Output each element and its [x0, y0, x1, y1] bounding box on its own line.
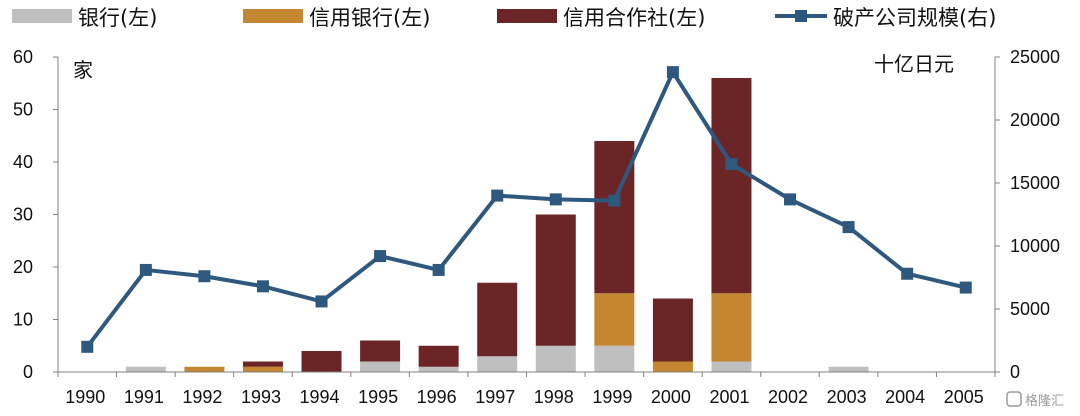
left-tick-label-20: 20 [13, 257, 33, 277]
x-tick-label-1997: 1997 [475, 387, 515, 407]
line-point-1994 [315, 295, 328, 308]
legend: 银行(左) 信用银行(左) 信用合作社(左) 破产公司规模(右) [12, 6, 996, 30]
line-point-2001 [725, 158, 738, 171]
line-point-1992 [198, 270, 211, 283]
line-series-path [85, 70, 967, 349]
right-tick-label-0: 0 [1010, 362, 1020, 382]
bar-信用合作社(左)-1995 [360, 340, 401, 362]
line-point-1993 [256, 280, 269, 293]
x-tick-label-1994: 1994 [300, 387, 340, 407]
right-axis-unit: 十亿日元 [874, 52, 954, 76]
x-tick-label-2002: 2002 [768, 387, 808, 407]
x-tick-label-2001: 2001 [709, 387, 749, 407]
left-tick-label-50: 50 [13, 100, 33, 120]
bar-信用合作社(左)-1993 [242, 361, 283, 367]
bar-银行(左)-1998 [535, 345, 576, 372]
line-point-2000 [666, 66, 679, 79]
line-point-1991 [139, 263, 152, 276]
left-tick-label-30: 30 [13, 205, 33, 225]
bar-信用银行(左)-1999 [594, 293, 635, 346]
bar-信用合作社(左)-1998 [535, 214, 576, 346]
x-tick-label-1999: 1999 [592, 387, 632, 407]
bar-银行(左)-1999 [594, 345, 635, 372]
legend-label-1: 信用银行(左) [309, 6, 430, 30]
bar-银行(左)-2001 [711, 361, 752, 372]
x-tick-label-1990: 1990 [65, 387, 105, 407]
x-tick-label-2004: 2004 [885, 387, 925, 407]
x-tick-label-1992: 1992 [182, 387, 222, 407]
bar-信用合作社(左)-2001 [711, 78, 752, 294]
bar-信用合作社(左)-1999 [594, 141, 635, 294]
x-tick-label-1996: 1996 [417, 387, 457, 407]
bar-银行(左)-1996 [418, 366, 459, 372]
legend-label-3: 破产公司规模(右) [833, 6, 996, 30]
x-tick-label-2000: 2000 [651, 387, 691, 407]
x-tick-label-1998: 1998 [534, 387, 574, 407]
watermark-logo-icon [1006, 391, 1022, 407]
bar-信用合作社(左)-1996 [418, 345, 459, 367]
left-tick-label-10: 10 [13, 310, 33, 330]
left-tick-label-0: 0 [23, 362, 33, 382]
line-point-1999 [608, 194, 621, 207]
x-tick-label-2003: 2003 [827, 387, 867, 407]
legend-swatch-2 [497, 9, 557, 23]
legend-swatch-0 [12, 9, 72, 23]
left-tick-label-40: 40 [13, 152, 33, 172]
right-tick-label-25000: 25000 [1010, 47, 1060, 67]
legend-label-0: 银行(左) [78, 6, 157, 30]
axes-group: 0 10 20 30 40 50 60 0 5000 10000 15000 20000 25000 19… [13, 47, 1060, 407]
bar-信用银行(左)-1992 [184, 366, 225, 372]
legend-label-2: 信用合作社(左) [563, 6, 705, 30]
line-point-1990 [81, 340, 94, 353]
left-tick-label-60: 60 [13, 47, 33, 67]
line-point-1996 [432, 263, 445, 276]
legend-swatch-1 [243, 9, 303, 23]
legend-line-marker [795, 10, 807, 22]
right-tick-label-10000: 10000 [1010, 236, 1060, 256]
watermark: 格隆汇 [1006, 391, 1064, 409]
bar-信用银行(左)-1993 [242, 366, 283, 372]
bars-group [125, 78, 869, 372]
left-axis-unit: 家 [73, 58, 93, 82]
bar-信用银行(左)-2000 [652, 361, 693, 372]
bar-银行(左)-1991 [125, 366, 166, 372]
line-point-2003 [842, 221, 855, 234]
bar-信用银行(左)-2001 [711, 293, 752, 362]
line-point-2005 [959, 281, 972, 294]
right-tick-label-5000: 5000 [1010, 299, 1050, 319]
line-point-1995 [374, 250, 387, 263]
line-point-2002 [784, 193, 797, 206]
bar-信用合作社(左)-1994 [301, 351, 342, 372]
x-tick-label-1993: 1993 [241, 387, 281, 407]
bar-银行(左)-2003 [828, 366, 869, 372]
watermark-text: 格隆汇 [1025, 393, 1064, 409]
bar-银行(左)-1995 [360, 361, 401, 372]
bar-信用合作社(左)-2000 [652, 298, 693, 362]
line-point-2004 [901, 267, 914, 280]
line-point-1998 [549, 193, 562, 206]
bar-信用合作社(左)-1997 [477, 282, 518, 357]
line-point-1997 [491, 189, 504, 202]
right-tick-label-20000: 20000 [1010, 110, 1060, 130]
x-tick-label-1995: 1995 [358, 387, 398, 407]
line-series-group [81, 66, 972, 353]
bar-银行(左)-1997 [477, 356, 518, 372]
right-tick-label-15000: 15000 [1010, 173, 1060, 193]
x-tick-label-2005: 2005 [944, 387, 984, 407]
x-tick-label-1991: 1991 [124, 387, 164, 407]
